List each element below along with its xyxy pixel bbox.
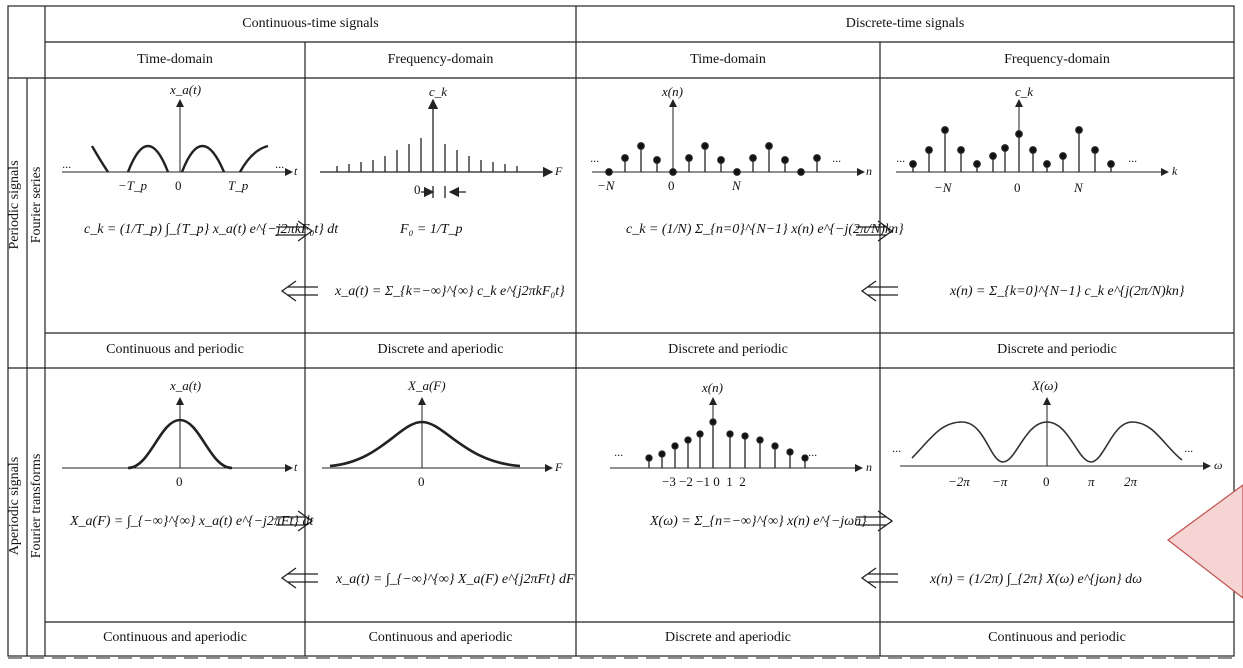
tick-zero-w: 0 [1043, 474, 1050, 489]
eq-inverse-fourier-transform: x_a(t) = ∫_{−∞}^{∞} X_a(F) e^{j2πFt} dF [336, 572, 575, 587]
caption-p-4: Discrete and periodic [997, 342, 1117, 357]
caption-a-1: Continuous and aperiodic [103, 630, 247, 645]
tick-zero-k: 0 [1014, 180, 1021, 195]
axis-label-t-ap: t [294, 460, 298, 474]
dots-n-right: ··· [808, 448, 817, 462]
panel-ct-periodic-spectrum [320, 98, 554, 198]
col-dt-time: Time-domain [690, 52, 766, 67]
label-Xa-F: X_a(F) [408, 378, 446, 393]
label-xn-ap: x(n) [702, 380, 723, 395]
eq-dtft: X(ω) = Σ_{n=−∞}^{∞} x(n) e^{−jωn} [650, 514, 867, 529]
axis-label-n: n [866, 164, 872, 178]
col-ct-time: Time-domain [137, 52, 213, 67]
eq-fourier-series-synthesis-ct: x_a(t) = Σ_{k=−∞}^{∞} c_k e^{j2πkF₀t} [335, 284, 565, 299]
dots-dt-left: ··· [590, 154, 599, 168]
tick-N: N [732, 178, 741, 193]
tick-zero: 0 [175, 178, 182, 193]
caption-p-1: Continuous and periodic [106, 342, 244, 357]
dots-right: ··· [275, 160, 284, 174]
tick-zero-F: 0 [414, 182, 421, 197]
dots-dt-right: ··· [832, 154, 841, 168]
col-ct-freq: Frequency-domain [387, 52, 494, 67]
axis-label-k: k [1172, 164, 1178, 178]
tick-minus-tp: −T_p [118, 178, 148, 193]
periodic-arrows [276, 220, 898, 302]
axis-label-n-ap: n [866, 460, 872, 474]
panel-ct-aperiodic-signal [62, 397, 293, 472]
dots-n-left: ··· [614, 448, 623, 462]
eq-fourier-transform: X_a(F) = ∫_{−∞}^{∞} x_a(t) e^{−j2πFt} dt [70, 514, 314, 529]
ticks-n-ap: −3 −2 −1 0 1 2 [662, 474, 746, 489]
dots-k-right: ··· [1128, 154, 1137, 168]
tick-minus-N-k: −N [934, 180, 952, 195]
axis-label-omega: ω [1214, 458, 1223, 472]
tick-minus-pi: −π [992, 474, 1008, 489]
row-label-aperiodic: Aperiodic signals [7, 456, 22, 556]
label-ck: c_k [429, 84, 448, 99]
panel-dt-periodic-signal [592, 99, 865, 176]
tick-minus-N: −N [597, 178, 615, 193]
dots-w-left: ··· [892, 444, 901, 458]
dots-left: ··· [62, 160, 71, 174]
tick-zero-t-ap: 0 [176, 474, 183, 489]
row-label-periodic: Periodic signals [7, 160, 22, 250]
label-ck-dt: c_k [1015, 84, 1034, 99]
caption-p-3: Discrete and periodic [668, 342, 788, 357]
tick-minus-2pi: −2π [948, 474, 970, 489]
tick-2pi: 2π [1124, 474, 1138, 489]
eq-fourier-series-analysis-ct: c_k = (1/T_p) ∫_{T_p} x_a(t) e^{−j2πkF₀t… [84, 222, 339, 237]
tick-zero-F-ap: 0 [418, 474, 425, 489]
aperiodic-arrows [276, 510, 898, 589]
dots-w-right: ··· [1184, 444, 1193, 458]
grid-lines [7, 5, 1235, 657]
row-label-fourier-transforms: Fourier transforms [29, 453, 44, 559]
panel-dt-periodic-spectrum [896, 99, 1169, 176]
axis-label-t: t [294, 164, 298, 178]
caption-a-3: Discrete and aperiodic [665, 630, 791, 645]
tick-N-k: N [1074, 180, 1083, 195]
eq-dft-analysis: c_k = (1/N) Σ_{n=0}^{N−1} x(n) e^{−j(2π/… [626, 222, 904, 237]
panel-dt-aperiodic-spectrum [900, 397, 1211, 470]
panel-ct-periodic-signal [62, 99, 293, 176]
label-xn: x(n) [662, 84, 683, 99]
tick-zero-n: 0 [668, 178, 675, 193]
row-label-fourier-series: Fourier series [29, 166, 44, 244]
eq-fundamental-frequency: F₀ = 1/T_p [400, 222, 463, 237]
label-X-omega: X(ω) [1032, 378, 1058, 393]
label-xa-t: x_a(t) [170, 82, 202, 97]
caption-a-4: Continuous and periodic [988, 630, 1126, 645]
dots-k-left: ··· [896, 154, 905, 168]
panel-dt-aperiodic-signal [610, 397, 863, 472]
axis-label-F-ap: F [555, 460, 563, 474]
header-discrete: Discrete-time signals [845, 16, 965, 31]
axis-label-F: F [555, 164, 563, 178]
triangle-marker-icon [1167, 484, 1243, 599]
col-dt-freq: Frequency-domain [1004, 52, 1110, 67]
tick-pi: π [1088, 474, 1095, 489]
caption-p-2: Discrete and aperiodic [377, 342, 504, 357]
caption-a-2: Continuous and aperiodic [368, 630, 513, 645]
header-continuous: Continuous-time signals [242, 16, 379, 31]
eq-inverse-dtft: x(n) = (1/2π) ∫_{2π} X(ω) e^{jωn} dω [930, 572, 1142, 587]
label-xa-t-ap: x_a(t) [170, 378, 202, 393]
panel-ct-aperiodic-spectrum [322, 397, 553, 472]
tick-tp: T_p [228, 178, 249, 193]
eq-dft-synthesis: x(n) = Σ_{k=0}^{N−1} c_k e^{j(2π/N)kn} [950, 284, 1185, 299]
